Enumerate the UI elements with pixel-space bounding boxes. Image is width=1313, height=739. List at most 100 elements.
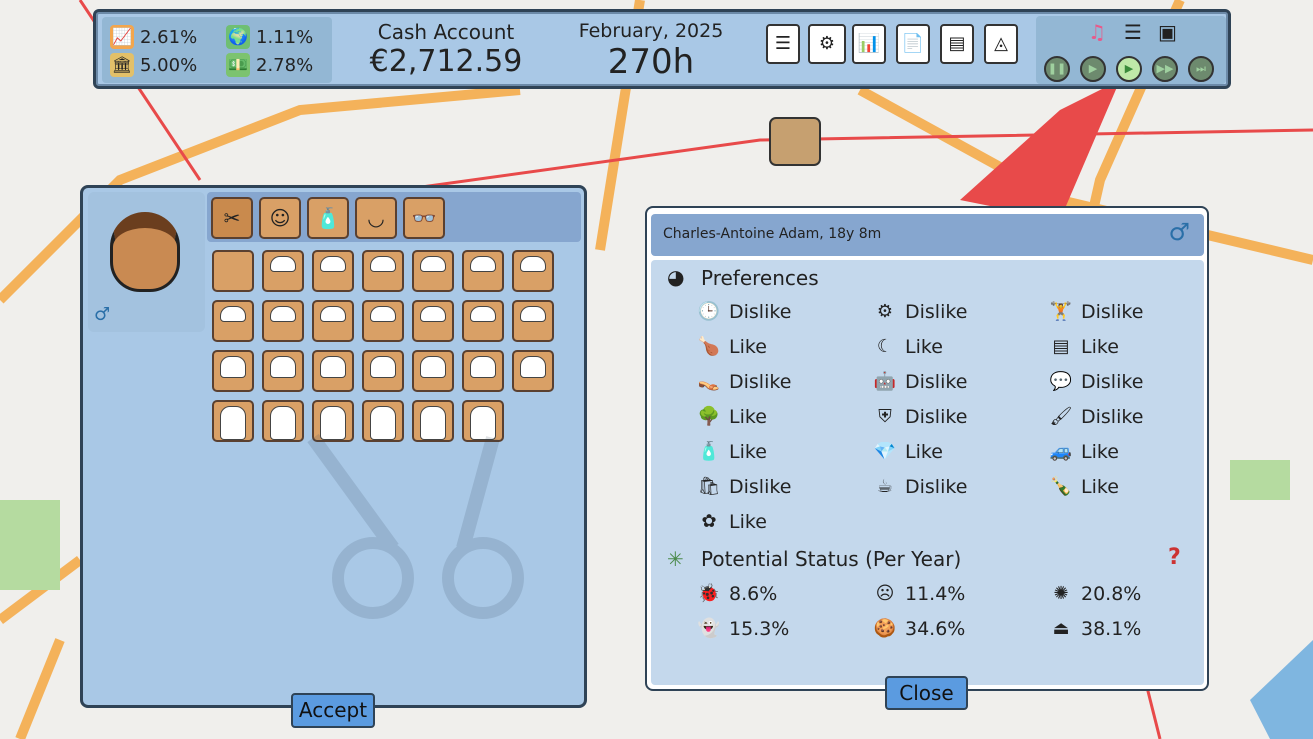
preferences-item: 🧴 Like <box>695 438 767 466</box>
hairstyle-option[interactable] <box>412 350 454 392</box>
hairstyle-preview-icon <box>270 356 296 378</box>
preferences-value: Dislike <box>905 406 968 428</box>
hairstyle-preview-icon <box>520 256 546 272</box>
hairstyle-option[interactable] <box>512 300 554 342</box>
preferences-item: 🍗 Like <box>695 333 767 361</box>
hairstyle-option[interactable] <box>412 400 454 442</box>
hairstyle-option[interactable] <box>262 250 304 292</box>
hairstyle-preview-icon <box>320 306 346 322</box>
preferences-item: 👡 Dislike <box>695 368 792 396</box>
media-controls: ♫ ☰ ▣ ❚❚ ▶ ▶ ▶▶ ⏭ <box>1036 16 1226 84</box>
hairstyle-preview-icon <box>370 406 396 440</box>
hairstyle-option[interactable] <box>262 400 304 442</box>
hairstyle-option[interactable] <box>512 350 554 392</box>
preferences-item: ☾ Like <box>871 333 943 361</box>
cash-account-value: €2,712.59 <box>369 44 523 79</box>
preferences-item: 🏋 Dislike <box>1047 298 1144 326</box>
hairstyle-preview-icon <box>370 306 396 322</box>
male-symbol-icon: ♂ <box>1168 218 1190 246</box>
hairstyle-option[interactable] <box>362 300 404 342</box>
hairstyle-preview-icon <box>470 306 496 322</box>
statuses-item: ⏏ 38.1% <box>1047 615 1141 643</box>
accept-button[interactable]: Accept <box>291 693 375 728</box>
reports-icon[interactable]: 📄 <box>896 24 930 64</box>
hairstyle-option[interactable] <box>462 350 504 392</box>
interest-stat: 🏛 5.00% <box>110 53 198 77</box>
hairstyle-option[interactable] <box>462 400 504 442</box>
statuses-item: 🐞 8.6% <box>695 580 778 608</box>
slippers-icon: 👡 <box>697 371 721 392</box>
preferences-value: Like <box>729 336 767 358</box>
preferences-item: 🤖 Dislike <box>871 368 968 396</box>
preferences-item: 🕒 Dislike <box>695 298 792 326</box>
hairstyle-option[interactable] <box>212 400 254 442</box>
bug-icon: 🐞 <box>697 583 721 604</box>
hairstyle-preview-icon <box>320 406 346 440</box>
police-badge-icon: ⛨ <box>878 406 892 427</box>
hairstyle-option[interactable] <box>412 250 454 292</box>
phone-icon[interactable]: ☰ <box>766 24 800 64</box>
hairstyle-option[interactable] <box>212 350 254 392</box>
cookie-icon: 🍪 <box>873 618 897 639</box>
image-frame-icon[interactable]: ▣ <box>1158 20 1177 44</box>
fast-forward-icon[interactable]: ▶▶ <box>1152 56 1178 82</box>
hairstyle-preview-icon <box>420 306 446 322</box>
network-icon[interactable]: ⚙ <box>808 24 846 64</box>
beard-icon[interactable]: ☺ <box>259 197 301 239</box>
preferences-item: 💎 Like <box>871 438 943 466</box>
pause-icon[interactable]: ❚❚ <box>1044 56 1070 82</box>
list-icon[interactable]: ☰ <box>1124 20 1142 44</box>
hairstyle-option[interactable] <box>462 250 504 292</box>
ghost-icon: 👻 <box>697 618 721 639</box>
hairstyle-option[interactable] <box>362 250 404 292</box>
statuses-value: 38.1% <box>1081 618 1142 640</box>
hairstyle-preview-icon <box>370 256 396 272</box>
hairstyle-option[interactable] <box>312 350 354 392</box>
hairstyle-preview-icon <box>220 356 246 378</box>
hair-scissors-icon[interactable]: ✂ <box>211 197 253 239</box>
close-button[interactable]: Close <box>885 676 968 710</box>
preferences-item: 🍾 Like <box>1047 473 1119 501</box>
hair-dye-icon[interactable]: 🧴 <box>307 197 349 239</box>
fried-chicken-icon: 🍗 <box>697 336 721 357</box>
hairstyle-option[interactable] <box>262 300 304 342</box>
preferences-item: ▤ Like <box>1047 333 1118 361</box>
hairstyle-option[interactable] <box>212 250 254 292</box>
coffee-bean-icon: ☕ <box>876 476 894 497</box>
status-network-icon: ✳ <box>667 547 684 571</box>
head-pain-icon: ☹ <box>875 583 895 604</box>
clock-icon: 🕒 <box>697 301 721 322</box>
profile-panel: Charles-Antoine Adam, 18y 8m ♂ ◕ Prefere… <box>645 206 1209 691</box>
hairstyle-preview-icon <box>420 356 446 378</box>
play-icon[interactable]: ▶ <box>1080 56 1106 82</box>
question-mark-icon[interactable]: ? <box>1168 545 1181 570</box>
preferences-item: ☕ Dislike <box>871 473 967 501</box>
hairstyle-option[interactable] <box>362 400 404 442</box>
hairstyle-option[interactable] <box>462 300 504 342</box>
hairstyle-option[interactable] <box>262 350 304 392</box>
paper-stack-icon: ▤ <box>1052 336 1070 357</box>
tablet-stocks-icon[interactable]: 📊 <box>852 24 886 64</box>
hairstyle-option[interactable] <box>212 300 254 342</box>
music-icon[interactable]: ♫ <box>1088 20 1106 44</box>
statuses-value: 11.4% <box>905 583 966 605</box>
eyebrow-icon[interactable]: ◡ <box>355 197 397 239</box>
hairstyle-option[interactable] <box>362 350 404 392</box>
robot-icon: 🤖 <box>873 371 897 392</box>
skip-icon[interactable]: ⏭ <box>1188 56 1214 82</box>
hairstyle-option[interactable] <box>512 250 554 292</box>
top-status-bar: 📈 2.61% 🌍 1.11% 🏛 5.00% 💵 2.78% Cash Account… <box>93 9 1231 89</box>
hairstyle-option[interactable] <box>412 300 454 342</box>
statuses-value: 8.6% <box>729 583 778 605</box>
play-active-icon[interactable]: ▶ <box>1116 56 1142 82</box>
hairstyle-preview-icon <box>220 306 246 322</box>
preferences-value: Like <box>1081 476 1119 498</box>
hairstyle-option[interactable] <box>312 400 354 442</box>
shopping-bag-icon: 🛍 <box>697 476 721 497</box>
hairstyle-option[interactable] <box>312 250 354 292</box>
hairstyle-option[interactable] <box>312 300 354 342</box>
logo-card-icon[interactable]: ◬ <box>984 24 1018 64</box>
ledger-icon[interactable]: ▤ <box>940 24 974 64</box>
park-bench-icon: 🌳 <box>697 406 721 427</box>
glasses-icon[interactable]: 👓 <box>403 197 445 239</box>
